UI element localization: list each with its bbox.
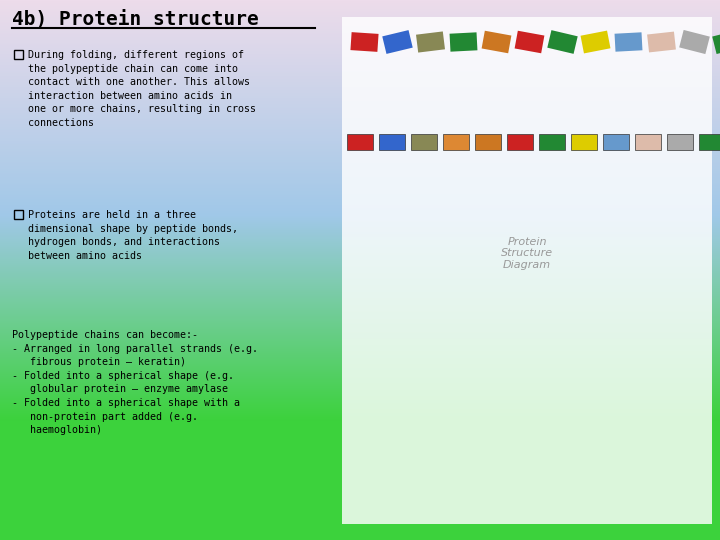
FancyBboxPatch shape [482, 31, 511, 53]
Bar [603, 134, 629, 150]
Text: Polypeptide chains can become:-
- Arranged in long parallel strands (e.g.
   fib: Polypeptide chains can become:- - Arrang… [12, 330, 258, 435]
Bar [699, 134, 720, 150]
Bar [14, 50, 23, 59]
FancyBboxPatch shape [679, 30, 710, 54]
FancyBboxPatch shape [712, 30, 720, 54]
FancyBboxPatch shape [647, 31, 676, 52]
Bar [379, 134, 405, 150]
Text: Protein
Structure
Diagram: Protein Structure Diagram [501, 237, 553, 270]
Bar [443, 134, 469, 150]
Text: 4b) Protein structure: 4b) Protein structure [12, 10, 258, 29]
Bar [347, 134, 373, 150]
Bar [14, 210, 23, 219]
Bar [342, 17, 712, 524]
FancyBboxPatch shape [351, 32, 379, 52]
FancyBboxPatch shape [515, 31, 544, 53]
FancyBboxPatch shape [416, 31, 445, 52]
Bar [539, 134, 565, 150]
Bar [571, 134, 597, 150]
Bar [475, 134, 501, 150]
Bar [411, 134, 437, 150]
FancyBboxPatch shape [615, 32, 642, 52]
Bar [667, 134, 693, 150]
Bar [507, 134, 533, 150]
Text: Proteins are held in a three
dimensional shape by peptide bonds,
hydrogen bonds,: Proteins are held in a three dimensional… [28, 210, 238, 261]
FancyBboxPatch shape [449, 32, 477, 52]
FancyBboxPatch shape [382, 30, 413, 54]
FancyBboxPatch shape [580, 31, 611, 53]
Bar [635, 134, 661, 150]
Text: During folding, different regions of
the polypeptide chain can come into
contact: During folding, different regions of the… [28, 50, 256, 128]
FancyBboxPatch shape [547, 30, 577, 54]
